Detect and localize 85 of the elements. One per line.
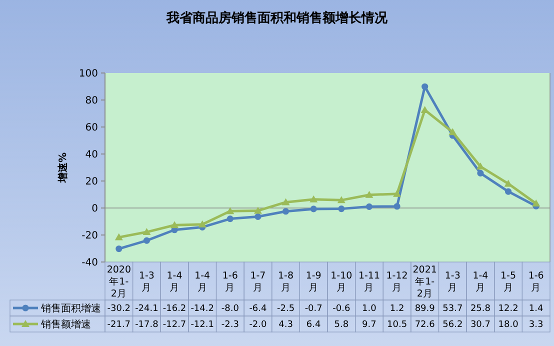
y-tick-label: 40 — [85, 150, 98, 160]
data-label: -24.1 — [135, 304, 158, 314]
x-tick-label: 1-11月 — [358, 270, 380, 294]
data-label: 72.6 — [414, 320, 436, 330]
data-label: 56.2 — [442, 320, 463, 330]
x-tick-label: 1-4月 — [472, 270, 488, 294]
y-tick-label: 100 — [78, 68, 98, 80]
x-tick-label: 1-3月 — [138, 270, 154, 294]
point — [394, 203, 400, 210]
data-label: 89.9 — [414, 304, 436, 314]
point — [143, 237, 150, 244]
x-tick-label: 1-9月 — [306, 270, 322, 294]
point — [254, 206, 262, 214]
x-tick-label: 1-5月 — [500, 270, 516, 294]
point — [448, 128, 457, 136]
data-label: 1.0 — [362, 304, 377, 314]
point — [310, 206, 317, 212]
y-axis-title: 增速% — [57, 152, 69, 184]
data-label: -2.3 — [221, 320, 239, 330]
point — [504, 188, 512, 195]
y-tick-label: -20 — [82, 230, 98, 242]
x-tick-label: 1-4月 — [166, 270, 182, 294]
x-tick-label: 1-4月 — [194, 270, 210, 294]
data-label: 53.7 — [442, 304, 463, 314]
y-tick-label: 0 — [92, 204, 98, 214]
point — [338, 206, 345, 212]
data-label: -21.7 — [107, 320, 131, 330]
data-label: -30.2 — [107, 304, 131, 314]
data-label: 3.3 — [528, 320, 544, 330]
data-label: -17.8 — [135, 320, 159, 330]
point — [393, 190, 402, 197]
data-label: 1.2 — [390, 304, 404, 314]
point — [226, 207, 234, 214]
data-label: -8.0 — [221, 304, 240, 314]
x-tick-label: 1-7月 — [250, 270, 266, 294]
point — [254, 213, 262, 220]
point — [477, 170, 484, 176]
data-label: 9.7 — [362, 320, 376, 330]
data-label: -12.1 — [190, 320, 214, 330]
data-label: 30.7 — [470, 320, 490, 330]
point — [532, 200, 540, 207]
data-label: -2.5 — [277, 304, 295, 314]
data-label: 18.0 — [498, 320, 519, 330]
point — [114, 233, 123, 240]
data-label: -2.0 — [249, 320, 268, 330]
point — [337, 196, 346, 204]
x-tick-label: 2020年1-2月 — [106, 264, 131, 300]
data-label: -14.2 — [190, 304, 214, 314]
data-label: -0.7 — [304, 304, 322, 314]
data-label: -0.6 — [332, 304, 350, 314]
data-label: 12.2 — [498, 304, 518, 314]
point — [366, 203, 373, 210]
point — [282, 208, 290, 215]
legend-label: 销售额增速 — [40, 318, 91, 330]
data-label: 4.3 — [278, 320, 293, 330]
y-tick-label: 80 — [85, 96, 98, 106]
data-label: 25.8 — [470, 304, 491, 314]
data-label: 10.5 — [387, 320, 408, 330]
point — [282, 198, 290, 206]
point — [142, 228, 151, 236]
point — [310, 195, 318, 202]
x-tick-label: 1-3月 — [444, 270, 460, 294]
x-tick-label: 1-10月 — [330, 270, 352, 294]
data-label: 5.8 — [334, 320, 349, 330]
x-tick-label: 1-8月 — [278, 270, 294, 294]
data-label: 1.4 — [528, 304, 544, 314]
point — [422, 83, 428, 90]
chart-title: 我省商品房销售面积和销售额增长情况 — [166, 10, 388, 26]
point — [365, 190, 374, 198]
legend-label: 销售面积增速 — [40, 302, 101, 314]
data-label: 6.4 — [306, 320, 322, 330]
y-tick-label: -40 — [82, 258, 98, 268]
data-label: -16.2 — [162, 304, 186, 314]
y-tick-label: 20 — [85, 176, 98, 188]
y-tick-label: 60 — [85, 122, 98, 134]
point — [116, 245, 122, 252]
point — [198, 220, 206, 228]
x-tick-label: 1-12月 — [386, 270, 408, 294]
point — [170, 221, 179, 228]
x-tick-label: 2021年1-2月 — [412, 264, 437, 300]
x-tick-label: 1-6月 — [222, 270, 238, 294]
data-label: -6.4 — [249, 304, 268, 314]
point — [226, 216, 234, 222]
x-tick-label: 1-6月 — [528, 270, 544, 294]
data-label: -12.7 — [162, 320, 186, 330]
